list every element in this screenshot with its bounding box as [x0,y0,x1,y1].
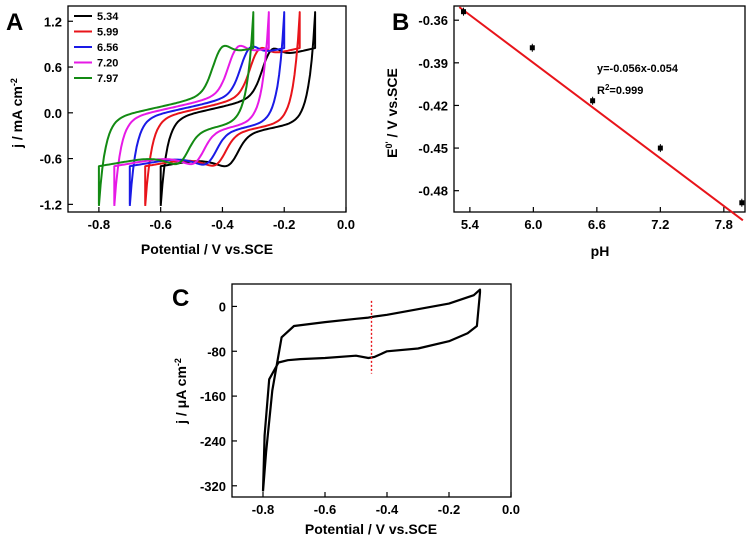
panel-c-xtick-label: -0.4 [376,502,399,517]
cv-curve-ph-7-97 [97,11,255,206]
panel-b-ytick-label: -0.39 [418,56,448,71]
panel-b: B 5.4 6.0 6.6 7.2 7.8 -0.36 -0.39 -0.42 -0.45 -0.… [384,5,746,259]
panel-c-ylabel: j / μA cm-2 [173,358,189,425]
panel-a-frame [67,5,347,213]
panel-a-ytick-label: 0.0 [44,106,62,121]
panel-b-xtick-label: 6.0 [524,217,542,232]
panel-a-xtick-label: -0.6 [149,217,171,232]
panel-a-ytick-label: -0.6 [40,152,62,167]
panel-b-xtick-label: 5.4 [461,217,480,232]
panel-b-equation: y=-0.056x-0.054 [597,63,679,75]
cv-curve-ph-5-34 [159,11,317,206]
panel-a-xtick-label: -0.8 [88,217,110,232]
panel-a-ytick-label: 0.6 [44,60,62,75]
legend-label: 7.97 [97,73,118,85]
legend-label: 7.20 [97,58,118,70]
panel-c-xlabel: Potential / V vs.SCE [305,521,437,537]
panel-c-ytick-label: -80 [207,344,226,359]
panel-a-letter: A [6,9,23,36]
panel-b-letter: B [392,9,409,36]
panel-b-ytick-label: -0.45 [418,141,448,156]
panel-a: A -0.8 -0.6 -0.4 -0.2 0.0 -1.2 -0.6 0.0 0.6 1.2 5… [6,5,355,257]
panel-c-xtick-label: -0.6 [314,502,336,517]
legend-label: 5.99 [97,27,118,39]
panel-c-xtick-label: -0.2 [438,502,460,517]
panel-b-ytick-label: -0.48 [418,184,448,199]
panel-b-fit-line [458,6,744,222]
panel-b-r2: R2=0.999 [597,83,643,97]
panel-a-xlabel: Potential / V vs.SCE [141,241,273,257]
panel-b-xlabel: pH [591,243,610,259]
panel-a-ytick-label: -1.2 [40,197,62,212]
panel-c-ytick-label: -240 [200,434,226,449]
panel-b-xtick-label: 6.6 [588,217,606,232]
cv-curve-ph-6-56 [128,11,286,206]
panel-a-xtick-label: -0.4 [211,217,234,232]
legend-label: 6.56 [97,42,118,54]
panel-b-frame [453,5,746,213]
panel-a-ylabel: j / mA cm-2 [9,78,25,149]
panel-c-frame [231,283,512,498]
panel-c-xtick-label: 0.0 [502,502,520,517]
panel-c-letter: C [172,285,189,312]
panel-c-ytick-label: -160 [200,389,226,404]
panel-a-xtick-label: -0.2 [273,217,295,232]
panel-b-ytick-label: -0.36 [418,13,448,28]
panel-c: C -0.8 -0.6 -0.4 -0.2 0.0 0 -80 -160 -240 -320 Po… [172,283,520,537]
panel-c-cv-curve [261,288,482,492]
panel-b-ylabel: E0' / V vs.SCE [384,68,400,158]
panel-c-ytick-label: 0 [219,299,226,314]
panel-b-ytick-label: -0.42 [418,98,448,113]
panel-a-xtick-label: 0.0 [337,217,355,232]
legend-label: 5.34 [97,11,119,23]
panel-b-xtick-label: 7.2 [651,217,669,232]
panel-b-xtick-label: 7.8 [715,217,733,232]
panel-a-ytick-label: 1.2 [44,14,62,29]
panel-c-ytick-label: -320 [200,479,226,494]
panel-c-xtick-label: -0.8 [252,502,274,517]
cv-curve-ph-7-20 [113,11,270,206]
